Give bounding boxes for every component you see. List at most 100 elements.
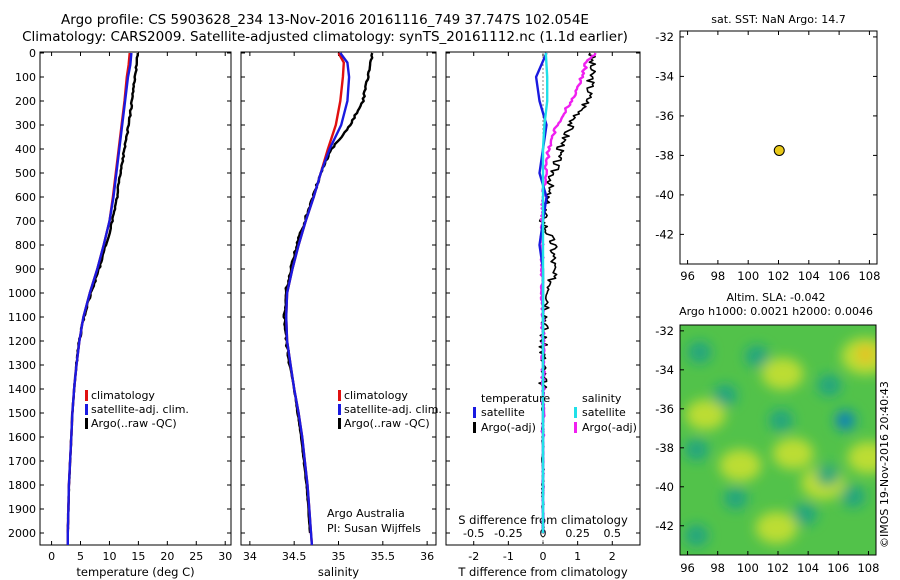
y-tick-label: 1500 bbox=[8, 407, 36, 420]
heatmap-high-area bbox=[772, 438, 814, 470]
y-tick-label: 1100 bbox=[8, 311, 36, 324]
y-tick-label: 300 bbox=[15, 119, 36, 132]
legend-label: Argo(..raw -QC) bbox=[91, 417, 177, 430]
heatmap-low-area bbox=[793, 503, 818, 526]
x-tick-label: 5 bbox=[77, 550, 84, 563]
x-tick-label: 25 bbox=[189, 550, 203, 563]
x-top-tick-label: -0.25 bbox=[494, 527, 522, 540]
x-tick-label: -2 bbox=[468, 550, 479, 563]
legend-label: Argo(..raw -QC) bbox=[344, 417, 430, 430]
legend-swatch bbox=[574, 407, 577, 418]
x-tick-label: 2 bbox=[609, 550, 616, 563]
x-top-tick-label: 0.25 bbox=[565, 527, 590, 540]
legend-swatch bbox=[85, 404, 88, 415]
heatmap-field bbox=[680, 325, 876, 555]
heatmap-low-area bbox=[817, 374, 842, 397]
x-tick-label: 108 bbox=[857, 561, 879, 575]
x-tick-label: 102 bbox=[768, 269, 790, 283]
y-tick-label: -36 bbox=[655, 402, 674, 416]
legend-label: climatology bbox=[91, 389, 155, 402]
y-tick-label: -42 bbox=[655, 519, 674, 533]
heatmap-high-area bbox=[847, 441, 876, 474]
y-tick-label: 700 bbox=[15, 215, 36, 228]
x-tick-label: 34 bbox=[243, 550, 257, 563]
y-tick-label: -34 bbox=[655, 69, 674, 83]
y-tick-label: 900 bbox=[15, 263, 36, 276]
y-tick-label: 600 bbox=[15, 191, 36, 204]
heatmap-low-area bbox=[744, 345, 769, 368]
heatmap-low-area bbox=[687, 341, 712, 364]
heatmap-low-area bbox=[769, 409, 794, 432]
y-tick-label: 1700 bbox=[8, 455, 36, 468]
heatmap-peak bbox=[857, 344, 874, 365]
heatmap-low-area bbox=[723, 487, 748, 510]
legend-label: Argo(-adj) bbox=[481, 421, 536, 434]
x-tick-label: 104 bbox=[798, 269, 820, 283]
y-tick-label: 1600 bbox=[8, 431, 36, 444]
legend-swatch bbox=[338, 418, 341, 429]
x-tick-label: 100 bbox=[737, 269, 759, 283]
x-tick-label: 96 bbox=[680, 561, 695, 575]
panel-2-frame bbox=[240, 51, 437, 546]
heatmap-title-line-2: Argo h1000: 0.0021 h2000: 0.0046 bbox=[679, 305, 873, 318]
profile-line-satelliteadjclim bbox=[66, 52, 133, 545]
heatmap-blobs bbox=[684, 337, 876, 547]
profile-line-satelliteadjclim bbox=[285, 52, 351, 546]
y-tick-label: -38 bbox=[655, 148, 674, 162]
x-tick-label: 1 bbox=[574, 550, 581, 563]
heatmap-trough bbox=[838, 412, 851, 429]
heatmap-high-area bbox=[761, 357, 804, 390]
map-title: sat. SST: NaN Argo: 14.7 bbox=[711, 13, 845, 26]
x-tick-label: 34.5 bbox=[282, 550, 307, 563]
x-tick-label: 0 bbox=[540, 550, 547, 563]
x-tick-label: 106 bbox=[827, 561, 849, 575]
x-tick-label: -1 bbox=[503, 550, 514, 563]
x-tick-label: 20 bbox=[160, 550, 174, 563]
x-tick-label: 98 bbox=[710, 561, 725, 575]
y-tick-label: 100 bbox=[15, 71, 36, 84]
heatmap-high-area bbox=[685, 399, 726, 430]
y-tick-label: -36 bbox=[655, 109, 674, 123]
y-tick-label: 2000 bbox=[8, 527, 36, 540]
x-tick-label: 35.5 bbox=[371, 550, 396, 563]
legend-swatch bbox=[85, 390, 88, 401]
x-tick-label: 35 bbox=[332, 550, 346, 563]
y-tick-label: 200 bbox=[15, 95, 36, 108]
legend-label: satellite bbox=[582, 406, 626, 419]
y-tick-label: -34 bbox=[655, 363, 674, 377]
title-line-2: Climatology: CARS2009. Satellite-adjuste… bbox=[22, 29, 628, 45]
x-tick-label: 96 bbox=[680, 269, 695, 283]
legend-swatch bbox=[338, 390, 341, 401]
x-tick-label: 0 bbox=[48, 550, 55, 563]
x-top-tick-label: 0.5 bbox=[604, 527, 622, 540]
legend-title-salinity: salinity bbox=[582, 392, 622, 405]
legend-title-temperature: temperature bbox=[481, 392, 550, 405]
x-tick-label: 102 bbox=[767, 561, 789, 575]
legend-swatch bbox=[85, 418, 88, 429]
legend-label: satellite-adj. clim. bbox=[344, 403, 442, 416]
heatmap-low-area bbox=[841, 485, 866, 508]
x-tick-label: 98 bbox=[711, 269, 726, 283]
heatmap-low-area bbox=[713, 384, 738, 407]
y-tick-label: 1900 bbox=[8, 503, 36, 516]
heatmap-high-area bbox=[719, 449, 762, 482]
x-tick-label: 10 bbox=[102, 550, 116, 563]
panel-1-frame bbox=[39, 51, 232, 546]
y-tick-label: -40 bbox=[655, 188, 674, 202]
y-tick-label: 1000 bbox=[8, 287, 36, 300]
x-axis-label: salinity bbox=[318, 565, 359, 579]
heatmap-low-area bbox=[815, 464, 840, 487]
x-tick-label: 104 bbox=[797, 561, 819, 575]
heatmap-low-area bbox=[684, 438, 709, 461]
x-axis-label: temperature (deg C) bbox=[76, 565, 194, 579]
y-tick-label: 1800 bbox=[8, 479, 36, 492]
y-tick-label: 500 bbox=[15, 167, 36, 180]
title-line-1: Argo profile: CS 5903628_234 13-Nov-2016… bbox=[61, 12, 589, 28]
y-tick-label: -32 bbox=[655, 30, 674, 44]
y-tick-label: -32 bbox=[655, 324, 674, 338]
y-tick-label: 400 bbox=[15, 143, 36, 156]
x-tick-label: 108 bbox=[858, 269, 880, 283]
x-top-tick-label: -0.5 bbox=[463, 527, 484, 540]
legend-label: satellite-adj. clim. bbox=[91, 403, 189, 416]
